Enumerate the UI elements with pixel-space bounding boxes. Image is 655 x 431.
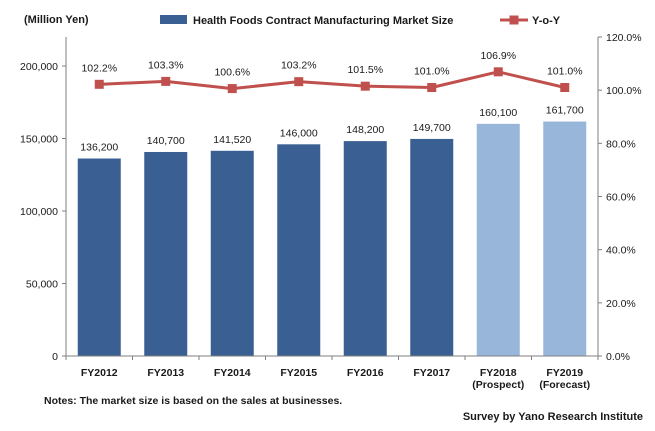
bar-value-label: 140,700	[147, 135, 185, 147]
bar-fy2013	[144, 151, 188, 356]
bar-value-label: 149,700	[413, 122, 451, 134]
yoy-value-label: 101.0%	[414, 66, 450, 78]
y-right-tick-label: 80.0%	[606, 138, 636, 150]
bar-value-label: 141,520	[213, 134, 251, 146]
x-tick-label: FY2019	[546, 367, 583, 379]
y-left-tick-label: 200,000	[20, 61, 58, 73]
bar-value-label: 136,200	[80, 142, 118, 154]
legend-line-label: Y-o-Y	[532, 15, 561, 27]
legend: Health Foods Contract Manufacturing Mark…	[160, 15, 561, 27]
yoy-value-label: 103.3%	[148, 59, 184, 71]
x-tick-label: FY2014	[214, 367, 251, 379]
bar-value-label: 148,200	[346, 124, 384, 136]
bar-fy2018	[476, 123, 520, 356]
y-left-tick-label: 100,000	[20, 206, 58, 218]
yoy-marker-fy2019	[560, 83, 570, 93]
yoy-marker-fy2016	[360, 81, 370, 91]
bar-fy2015	[277, 144, 321, 356]
yoy-value-label: 106.9%	[480, 50, 516, 62]
bar-fy2016	[343, 141, 387, 356]
x-tick-label: FY2015	[280, 367, 317, 379]
yoy-value-label: 102.2%	[81, 62, 117, 74]
bar-value-label: 146,000	[280, 127, 318, 139]
legend-bar-swatch	[160, 15, 187, 24]
notes-text: Notes: The market size is based on the s…	[44, 395, 343, 407]
bar-value-label: 160,100	[479, 107, 517, 119]
x-tick-label: FY2012	[81, 367, 118, 379]
yoy-value-label: 101.5%	[347, 64, 383, 76]
yoy-marker-fy2014	[227, 84, 237, 94]
source-text: Survey by Yano Research Institute	[462, 411, 643, 423]
x-tick-label: FY2018	[480, 367, 517, 379]
legend-line-marker	[509, 15, 519, 25]
x-tick-sublabel: (Forecast)	[539, 379, 590, 391]
yoy-marker-fy2015	[294, 77, 304, 87]
bar-series	[77, 121, 587, 356]
y-right-tick-label: 100.0%	[606, 85, 642, 97]
y-right-tick-label: 60.0%	[606, 192, 636, 204]
bar-fy2012	[77, 158, 121, 356]
yoy-value-label: 101.0%	[547, 66, 583, 78]
yoy-line	[99, 70, 566, 91]
bar-fy2019	[543, 121, 587, 356]
axes: 0 50,000 100,000 150,000 200,000 0.0% 20.0% 40.…	[20, 14, 642, 391]
yoy-value-label: 100.6%	[214, 67, 250, 79]
x-tick-label: FY2013	[147, 367, 184, 379]
data-labels: 136,200 140,700 141,520 146,000 148,200 149,7…	[80, 50, 584, 154]
legend-bar-label: Health Foods Contract Manufacturing Mark…	[193, 15, 453, 27]
y-right-tick-label: 0.0%	[606, 351, 630, 363]
bar-value-label: 161,700	[546, 105, 584, 117]
bar-fy2014	[210, 150, 254, 356]
yoy-marker-fy2012	[94, 79, 104, 89]
bar-fy2017	[410, 138, 454, 356]
y-left-tick-label: 50,000	[26, 279, 58, 291]
x-tick-label: FY2016	[347, 367, 384, 379]
yoy-value-label: 103.2%	[281, 60, 317, 72]
y-right-tick-label: 120.0%	[606, 32, 642, 44]
yoy-marker-fy2018	[493, 67, 503, 77]
y-right-tick-label: 40.0%	[606, 245, 636, 257]
line-series	[94, 67, 570, 94]
x-tick-label: FY2017	[413, 367, 450, 379]
y-left-tick-label: 0	[52, 351, 58, 363]
yoy-marker-fy2013	[161, 76, 171, 86]
y-right-tick-label: 20.0%	[606, 298, 636, 310]
y-axis-unit-label: (Million Yen)	[24, 14, 89, 26]
x-tick-sublabel: (Prospect)	[472, 379, 524, 391]
y-left-tick-label: 150,000	[20, 134, 58, 146]
yoy-marker-fy2017	[427, 83, 437, 93]
